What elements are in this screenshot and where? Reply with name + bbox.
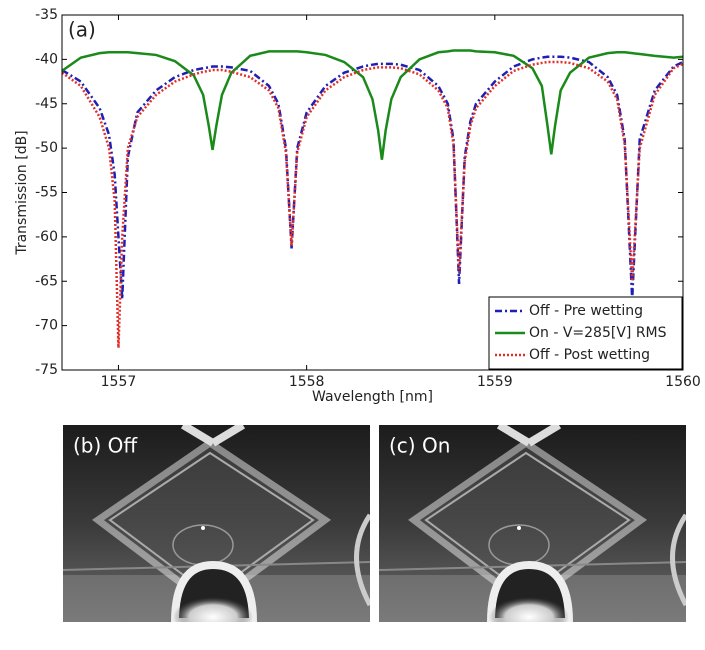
x-tick-label: 1560: [665, 374, 701, 390]
photo-label: (b) Off: [73, 434, 138, 458]
y-tick-label: -65: [35, 273, 58, 289]
legend-label: Off - Pre wetting: [529, 303, 643, 319]
photo-off: (b) Off: [63, 425, 370, 637]
y-tick-label: -50: [35, 140, 58, 156]
y-axis-label: Transmission [dB]: [14, 130, 30, 255]
y-tick-label: -75: [35, 362, 58, 378]
y-tick-label: -55: [35, 185, 58, 201]
series-line: [61, 60, 684, 348]
x-axis-label: Wavelength [nm]: [312, 389, 433, 405]
x-tick-label: 1557: [101, 374, 137, 390]
series-line: [61, 49, 684, 160]
y-tick-label: -70: [35, 318, 58, 334]
legend: Off - Pre wetting On - V=285[V] RMS Off - …: [488, 296, 683, 370]
series-line: [61, 55, 684, 300]
legend-label: On - V=285[V] RMS: [529, 325, 667, 341]
chart: -35 -40 -45 -50 -55 -60 -65 -70 -75 1557 1558 1559 1…: [14, 7, 701, 405]
annotation: (a): [68, 18, 96, 42]
x-tick-label: 1558: [289, 374, 325, 390]
y-tick-label: -40: [35, 51, 58, 67]
y-tick-label: -35: [35, 7, 58, 23]
photo-on: (c) On: [379, 425, 686, 637]
photo-label: (c) On: [389, 434, 450, 458]
legend-label: Off - Post wetting: [529, 347, 650, 363]
y-tick-label: -45: [35, 96, 58, 112]
x-tick-label: 1559: [477, 374, 513, 390]
plot-frame: [61, 14, 684, 371]
y-tick-label: -60: [35, 229, 58, 245]
